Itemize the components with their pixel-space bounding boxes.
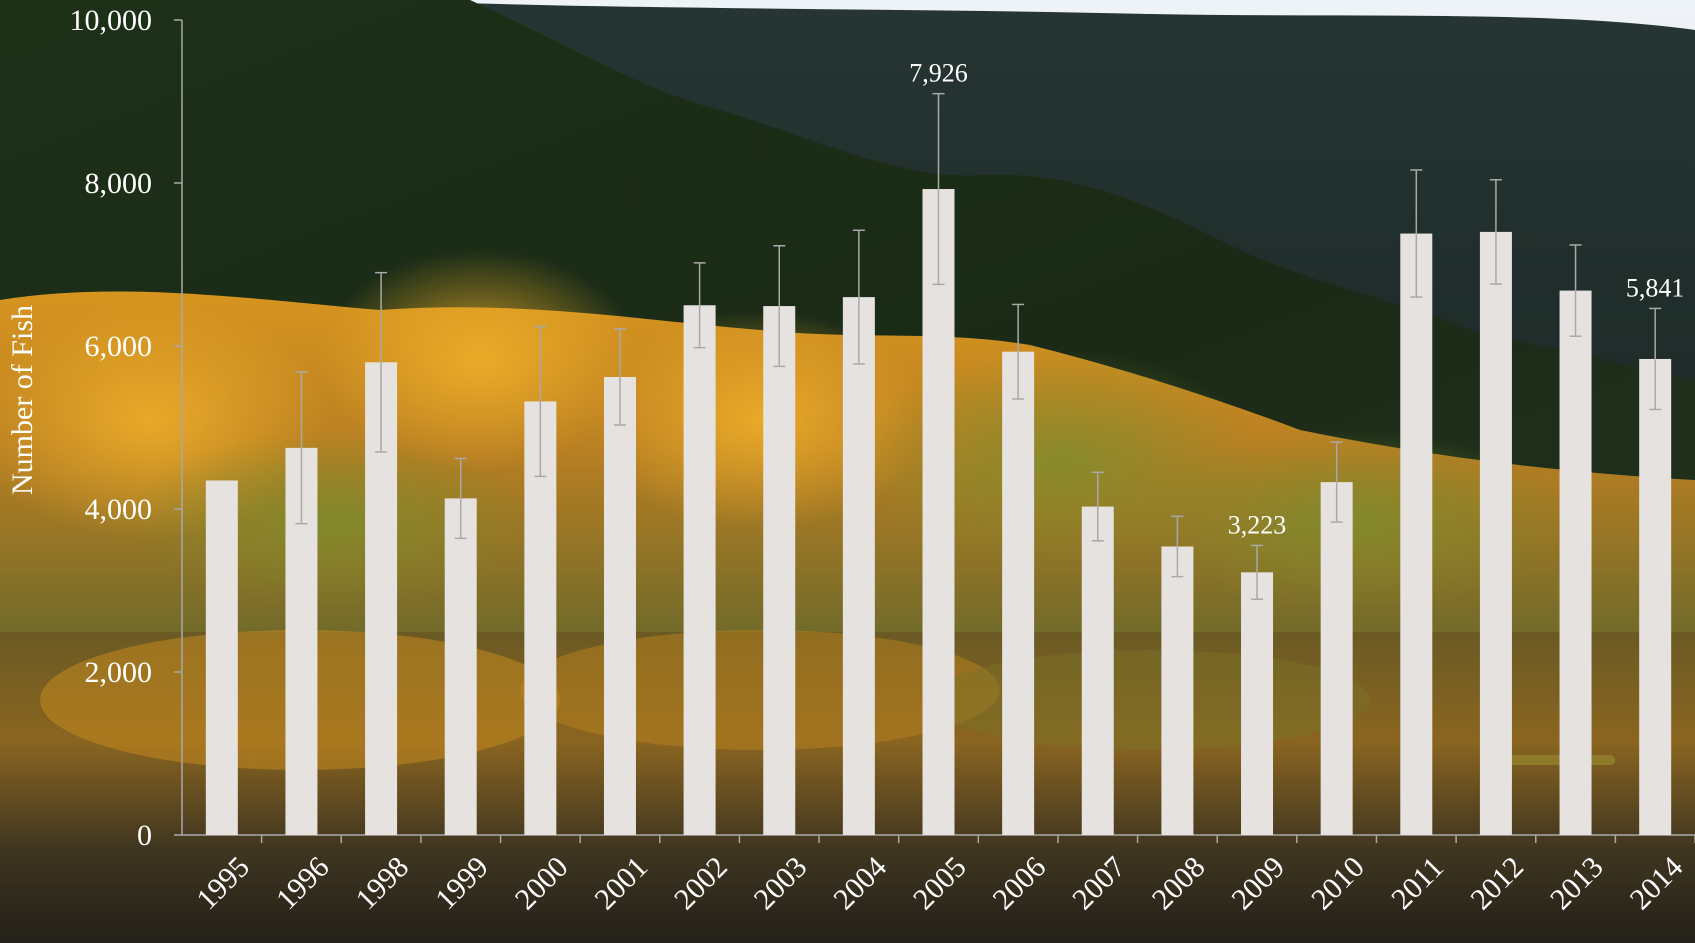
bar-2005 (922, 189, 955, 835)
error-bar-2011 (1410, 169, 1423, 298)
bar-2003 (763, 306, 796, 835)
error-bar-2010 (1330, 441, 1343, 523)
error-bar-2006 (1012, 303, 1025, 400)
bar-1995 (205, 480, 238, 835)
bar-2001 (603, 376, 636, 835)
x-tick-label-2013: 2013 (1544, 850, 1610, 916)
error-bar-2008 (1171, 515, 1184, 578)
chart-bars (205, 92, 1672, 836)
error-bar-1996 (295, 371, 308, 525)
error-bar-2003 (773, 245, 786, 368)
data-label-2005: 7,926 (909, 59, 968, 88)
error-bar-2001 (613, 328, 626, 426)
y-axis-label: Number of Fish (6, 305, 39, 495)
x-tick-label-2010: 2010 (1305, 850, 1371, 916)
chart-axes: 0 2,000 4,000 6,000 8,000 10,000 (70, 4, 1695, 852)
bar-2014 (1639, 358, 1672, 835)
x-tick-label-2004: 2004 (827, 850, 893, 916)
y-tick-label: 10,000 (70, 4, 153, 37)
x-tick-label-2009: 2009 (1225, 850, 1291, 916)
bar-2007 (1081, 506, 1114, 835)
y-tick-label: 2,000 (85, 656, 153, 689)
x-tick-label-2003: 2003 (748, 850, 814, 916)
bar-2004 (842, 297, 875, 836)
data-label-2009: 3,223 (1228, 510, 1287, 539)
bar-2010 (1320, 482, 1353, 835)
x-tick-label-1995: 1995 (190, 850, 256, 916)
error-bar-2012 (1489, 178, 1502, 285)
x-tick-label-1996: 1996 (270, 850, 336, 916)
error-bar-2013 (1569, 244, 1582, 337)
error-bar-2002 (693, 262, 706, 349)
bar-2002 (683, 305, 716, 835)
x-tick-label-2012: 2012 (1464, 850, 1530, 916)
x-tick-label-2007: 2007 (1066, 850, 1132, 916)
error-bar-1998 (375, 271, 388, 453)
y-tick-label: 6,000 (85, 330, 153, 363)
error-bar-2014 (1649, 307, 1662, 411)
x-tick-label-2014: 2014 (1624, 850, 1690, 916)
y-tick-label: 4,000 (85, 493, 153, 526)
x-tick-label-2011: 2011 (1385, 851, 1450, 916)
error-bar-1999 (454, 457, 467, 540)
y-tick-label: 8,000 (85, 167, 153, 200)
data-label-2014: 5,841 (1626, 273, 1685, 302)
x-tick-label-1999: 1999 (429, 850, 495, 916)
x-tick-label-2006: 2006 (987, 850, 1053, 916)
x-tick-label-2005: 2005 (907, 850, 973, 916)
error-bar-2004 (852, 229, 865, 365)
error-bar-2005 (932, 92, 945, 286)
bar-2008 (1161, 546, 1194, 835)
bar-2012 (1479, 231, 1512, 835)
x-tick-label-2008: 2008 (1146, 850, 1212, 916)
bar-2006 (1002, 351, 1035, 835)
x-tick-label-1998: 1998 (349, 850, 415, 916)
error-bar-2009 (1251, 544, 1264, 600)
bar-2013 (1559, 290, 1592, 836)
error-bar-2000 (534, 325, 547, 478)
x-tick-label-2001: 2001 (588, 850, 654, 916)
y-tick-label: 0 (137, 819, 152, 852)
bar-2009 (1241, 572, 1274, 835)
error-bar-2007 (1091, 471, 1104, 542)
bar-1999 (444, 498, 477, 835)
bar-2011 (1400, 233, 1433, 835)
x-tick-label-2000: 2000 (509, 850, 575, 916)
x-tick-label-2002: 2002 (668, 850, 734, 916)
